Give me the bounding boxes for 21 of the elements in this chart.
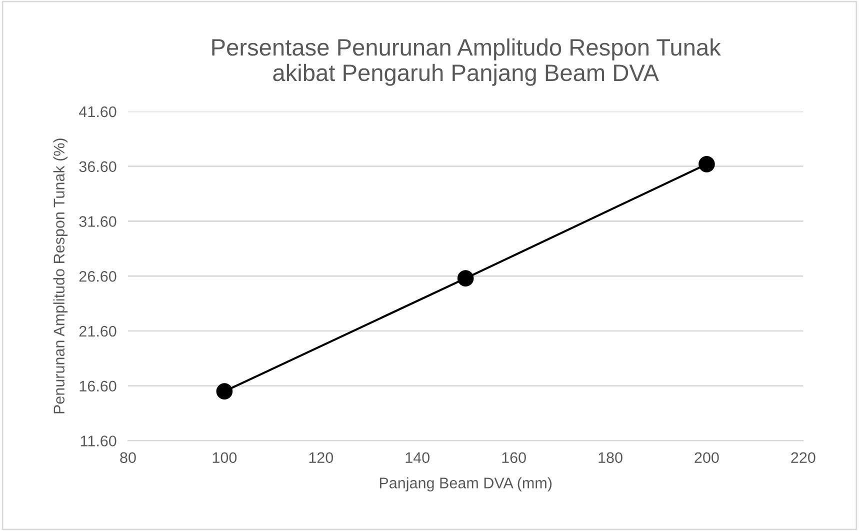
x-tick-label: 220 xyxy=(791,452,816,464)
y-tick-label: 16.60 xyxy=(80,380,116,392)
x-tick-label: 100 xyxy=(212,452,237,464)
y-tick-label: 26.60 xyxy=(79,270,116,282)
y-tick-label: 41.60 xyxy=(79,106,116,118)
x-tick-label: 160 xyxy=(502,452,526,464)
x-tick-label: 180 xyxy=(598,452,622,464)
x-tick-label: 140 xyxy=(406,452,430,464)
x-tick-label: 120 xyxy=(309,452,334,464)
point xyxy=(216,383,233,400)
chart-title: Persentase Penurunan Amplitudo Respon Tunak akibat Pengaruh Panjang Beam DVA xyxy=(212,38,721,86)
point xyxy=(698,156,715,172)
x-axis-title: Panjang Beam DVA (mm) xyxy=(380,477,552,492)
x-tick-label: 80 xyxy=(120,452,136,464)
y-tick-label: 21.60 xyxy=(79,326,116,337)
point xyxy=(457,270,474,286)
y-tick-label: 31.60 xyxy=(79,216,116,227)
x-tick-label: 200 xyxy=(694,452,719,464)
y-tick-label: 11.60 xyxy=(80,436,116,446)
y-axis-title: Penurunan Amplitudo Respon Tunak (%) xyxy=(53,138,68,414)
y-tick-label: 36.60 xyxy=(79,161,116,172)
